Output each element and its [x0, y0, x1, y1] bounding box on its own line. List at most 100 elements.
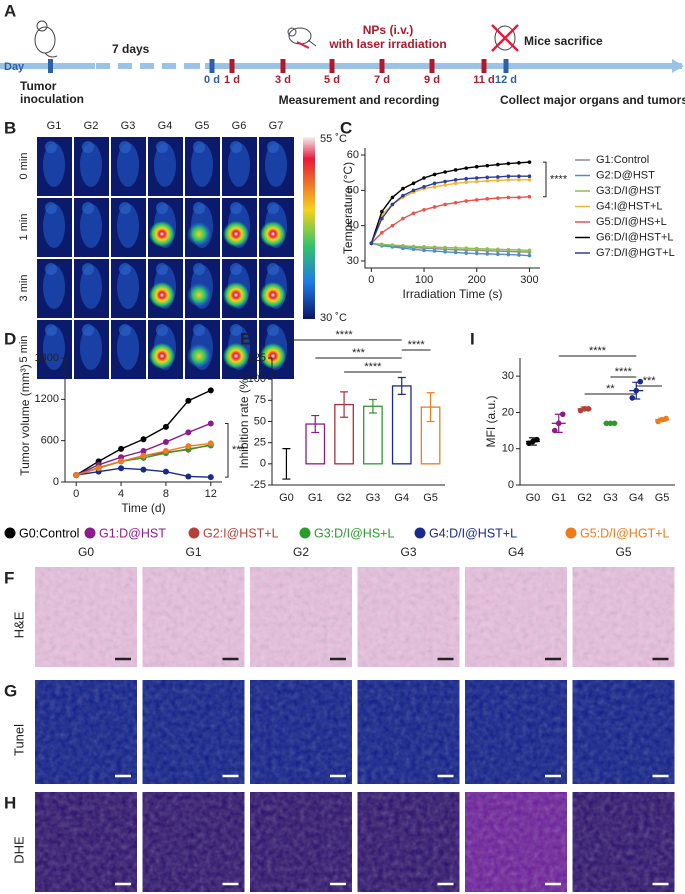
point: [443, 170, 447, 174]
series-line: [370, 161, 530, 244]
micrograph-texture: [250, 680, 352, 784]
panel-label: A: [4, 1, 16, 20]
x-tick-label: 200: [468, 274, 486, 286]
mouse-head: [119, 202, 131, 214]
mouse-silhouette: [265, 143, 287, 187]
point: [496, 247, 500, 252]
y-tick-label: 0: [53, 476, 59, 488]
mouse-head: [45, 324, 57, 336]
timepoint-label: 1 d: [224, 74, 240, 86]
column-label: G3: [121, 120, 136, 132]
error-bar: [368, 398, 377, 414]
point: [453, 177, 458, 182]
point: [422, 176, 426, 180]
y-tick-label: 10: [502, 443, 514, 455]
legend-label: G2:D@HST: [596, 169, 655, 181]
point: [506, 161, 511, 166]
y-tick-label: 30: [502, 370, 514, 382]
mouse-head: [119, 141, 131, 153]
mouse-head: [230, 263, 242, 275]
significance-label: ****: [364, 361, 382, 373]
mouse-icon: [34, 20, 58, 58]
mouse-head: [267, 263, 279, 275]
collect-label: Collect major organs and tumors: [500, 93, 685, 107]
micrograph-texture: [35, 792, 137, 892]
timepoint-mark: [503, 59, 509, 73]
point: [401, 246, 405, 251]
point: [118, 458, 125, 465]
point: [369, 241, 374, 246]
legend-label: G0:Control: [19, 526, 79, 540]
point: [73, 472, 80, 479]
mouse-silhouette: [80, 326, 102, 370]
point: [629, 395, 636, 401]
x-tick-label: G4: [394, 492, 409, 504]
mouse-head: [230, 202, 242, 214]
column-label: G4: [158, 120, 173, 132]
legend-swatch: [4, 527, 16, 539]
column-label: G6: [232, 120, 247, 132]
point: [207, 387, 214, 394]
y-tick-label: 25: [254, 437, 266, 449]
error-bar: [282, 447, 291, 480]
point: [464, 251, 469, 255]
point: [162, 423, 169, 430]
x-tick-label: G1: [308, 492, 323, 504]
mouse-silhouette: [228, 143, 250, 187]
y-axis-label: Inhibition rate (%): [237, 374, 251, 468]
point: [496, 178, 500, 183]
mouse-head: [230, 324, 242, 336]
point: [380, 216, 384, 221]
legend-label: G4:I@HST+L: [596, 200, 663, 212]
point: [390, 195, 395, 200]
point: [453, 200, 458, 205]
series-line: [371, 242, 530, 252]
hot-spot: [260, 343, 286, 369]
point: [485, 163, 490, 168]
mouse-head: [267, 141, 279, 153]
point: [140, 452, 147, 459]
laser-icon: [296, 41, 310, 49]
mouse-silhouette: [43, 143, 65, 187]
point: [453, 168, 458, 172]
x-tick-label: 100: [415, 274, 433, 286]
column-label: G5: [615, 545, 631, 559]
point: [443, 183, 447, 187]
mouse-head: [119, 324, 131, 336]
legend-label: G5:D/I@HS+L: [596, 216, 667, 228]
point: [527, 253, 532, 258]
panel-label: B: [4, 118, 16, 137]
timepoint-label: 5 d: [324, 74, 340, 86]
x-tick-label: G3: [366, 492, 381, 504]
x-tick-label: G3: [603, 492, 618, 504]
mouse-head: [82, 202, 94, 214]
y-axis-label: Temperature (°C): [341, 162, 355, 254]
legend-label: G7:D/I@HGT+L: [596, 247, 675, 259]
mouse-silhouette: [80, 265, 102, 309]
timepoint-mark: [379, 59, 385, 73]
point: [474, 251, 479, 256]
point: [581, 406, 588, 412]
legend-label: G5:D/I@HGT+L: [580, 526, 669, 540]
mouse-head: [82, 141, 94, 153]
point: [464, 199, 469, 203]
significance-bracket: [543, 161, 547, 198]
gap-label: 7 days: [112, 42, 150, 56]
y-axis-label: MFI (a.u.): [484, 395, 498, 447]
panel-label: H: [4, 793, 16, 812]
series-line: [370, 196, 530, 244]
point: [401, 186, 405, 191]
legend-swatch: [188, 527, 200, 539]
y-axis-label: Tumor volume (mm³): [18, 364, 32, 476]
point: [496, 196, 500, 200]
point: [380, 242, 384, 247]
legend-swatch: [565, 527, 577, 539]
point: [464, 176, 469, 181]
point: [607, 420, 614, 427]
point: [474, 176, 479, 180]
micrograph-texture: [465, 680, 567, 784]
treatment-label: NPs (i.v.): [363, 23, 413, 37]
timepoint-mark: [209, 59, 215, 73]
day-label: Day: [4, 61, 25, 73]
point: [443, 249, 447, 254]
